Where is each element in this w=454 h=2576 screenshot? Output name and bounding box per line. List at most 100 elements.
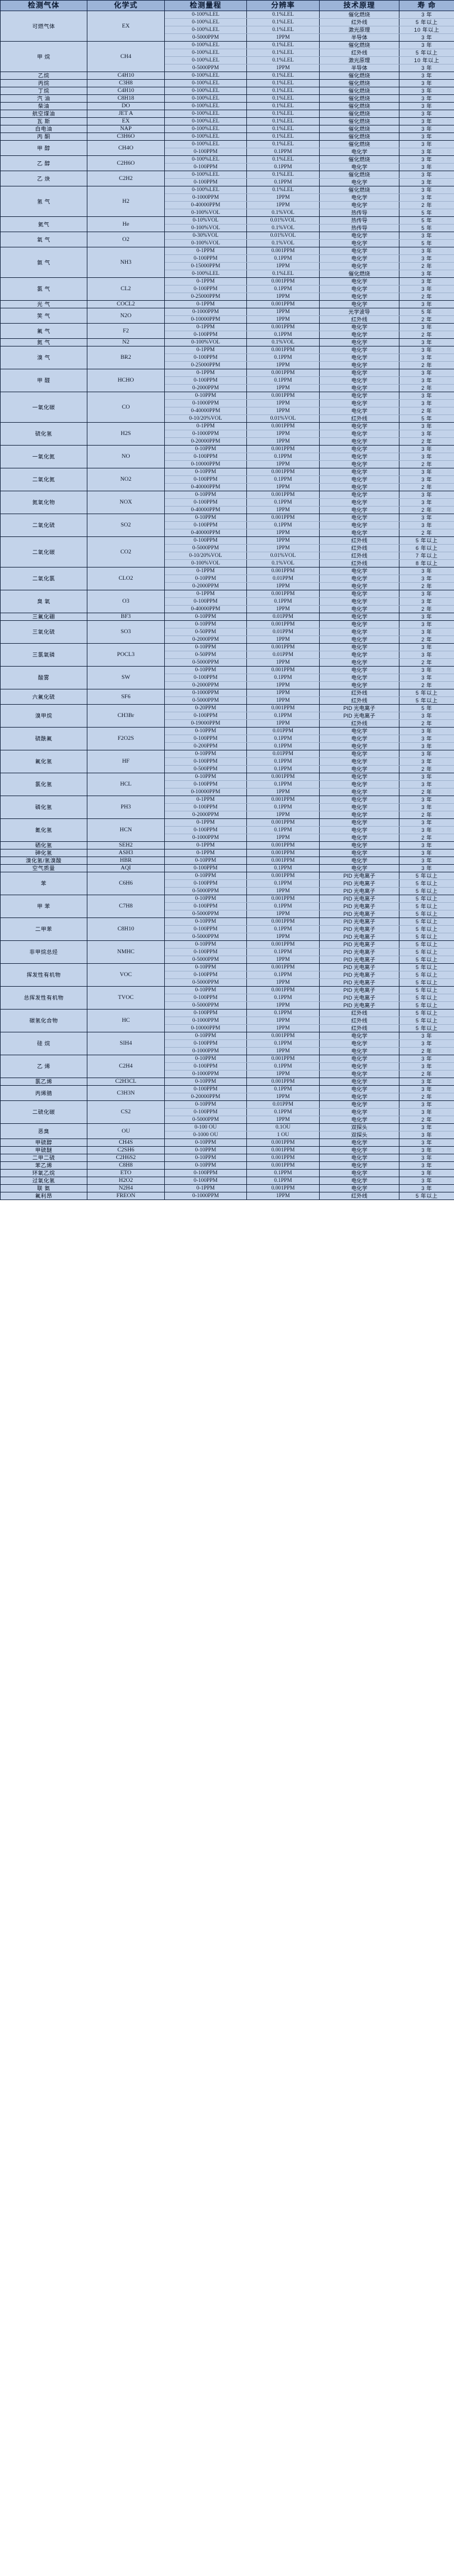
cell-technology: 电化学 — [319, 841, 399, 849]
cell-chemical-formula: C3H8 — [87, 79, 165, 87]
cell-resolution: 1PPM — [246, 407, 320, 415]
cell-lifespan: 3 年 — [399, 750, 454, 758]
cell-chemical-formula: He — [87, 216, 165, 232]
cell-resolution: 0.1%LEL — [246, 186, 320, 194]
cell-resolution: 1PPM — [246, 536, 320, 545]
cell-technology: 电化学 — [319, 285, 399, 293]
cell-detection-range: 0-1000PPM — [164, 1192, 247, 1200]
cell-technology: 电化学 — [319, 521, 399, 529]
table-row: 乙烷 C4H10 0-100%LEL 0.1%LEL 催化燃烧 3 年 — [0, 72, 454, 80]
cell-detection-range: 0-2000PPM — [164, 582, 247, 590]
cell-gas-name: 汽 油 — [0, 94, 87, 103]
cell-gas-name: 丙烯腈 — [0, 1085, 87, 1101]
table-row: 甲 醇 CH4O 0-100%LEL 0.1%LEL 催化燃烧 3 年 — [0, 140, 454, 156]
cell-lifespan: 3 年 — [399, 247, 454, 255]
cell-detection-range: 0-5000PPM — [164, 64, 247, 72]
cell-chemical-formula: HCHO — [87, 369, 165, 392]
cell-gas-name: 二甲二硫 — [0, 1154, 87, 1162]
cell-technology: PID 光电离子 — [319, 1001, 399, 1010]
cell-lifespan: 3 年 — [399, 643, 454, 651]
cell-chemical-formula: H2S — [87, 422, 165, 446]
cell-resolution: 0.1PPM — [246, 376, 320, 385]
cell-technology: 电化学 — [319, 811, 399, 819]
cell-chemical-formula: CH3Br — [87, 704, 165, 728]
cell-gas-name: 甲 烷 — [0, 41, 87, 72]
table-row: 氢 气 H2 0-100%LEL 0.1%LEL 催化燃烧 3 年 — [0, 186, 454, 217]
cell-lifespan: 3 年 — [399, 1161, 454, 1170]
cell-resolution: 0.001PPM — [246, 1154, 320, 1162]
cell-technology: 电化学 — [319, 338, 399, 346]
table-row: 氦气 He 0-10%VOL 0.01%VOL 热传导 5 年 — [0, 216, 454, 232]
cell-resolution: 1PPM — [246, 658, 320, 667]
cell-resolution: 0.001PPM — [246, 323, 320, 331]
cell-technology: 电化学 — [319, 1169, 399, 1177]
cell-resolution: 0.001PPM — [246, 1078, 320, 1086]
cell-detection-range: 0-100PPM — [164, 1085, 247, 1093]
cell-lifespan: 3 年 — [399, 132, 454, 141]
cell-resolution: 0.1PPM — [246, 803, 320, 811]
table-row: 0-5000PPM 1PPM 半导体 3 年 — [1, 64, 454, 72]
cell-lifespan: 3 年 — [399, 613, 454, 621]
cell-lifespan: 3 年 — [399, 1177, 454, 1185]
cell-lifespan: 3 年 — [399, 1108, 454, 1116]
table-row: 0-5000PPM 1PPM 红外线 6 年以上 — [1, 544, 454, 552]
cell-detection-range: 0-100%LEL — [164, 155, 247, 164]
cell-detection-range: 0-1000PPM — [164, 1017, 247, 1025]
table-row: 氯化氢 HCL 0-10PPM 0.001PPM 电化学 3 年 — [0, 773, 454, 796]
cell-detection-range: 0-100PPM — [164, 1062, 247, 1070]
cell-gas-name: 碳氢化合物 — [0, 1009, 87, 1032]
cell-gas-name: 硒化氢 — [0, 841, 87, 849]
cell-technology: 电化学 — [319, 1032, 399, 1040]
cell-technology: 电化学 — [319, 392, 399, 400]
column-header-tech: 技术原理 — [319, 0, 399, 11]
cell-lifespan: 5 年以上 — [399, 895, 454, 903]
cell-detection-range: 0-10000PPM — [164, 788, 247, 796]
table-row: 0-1000PPM 1PPM 电化学 3 年 — [1, 430, 454, 438]
table-row: 0-2000PPM 1PPM 电化学 2 年 — [1, 582, 454, 590]
cell-resolution: 1PPM — [246, 582, 320, 590]
cell-chemical-formula: N2O — [87, 308, 165, 324]
cell-chemical-formula: C2SH6 — [87, 1146, 165, 1154]
cell-resolution: 1PPM — [246, 430, 320, 438]
cell-lifespan: 3 年 — [399, 453, 454, 461]
cell-detection-range: 0-10000PPM — [164, 460, 247, 468]
cell-detection-range: 0-10PPM — [164, 1139, 247, 1147]
cell-resolution: 0.01PPM — [246, 727, 320, 735]
cell-detection-range: 0-100%LEL — [164, 72, 247, 80]
cell-technology: 电化学 — [319, 277, 399, 286]
cell-detection-range: 0-10PPM — [164, 940, 247, 949]
cell-lifespan: 3 年 — [399, 79, 454, 87]
table-row: 0-5000PPM 1PPM PID 光电离子 5 年以上 — [1, 887, 454, 895]
cell-technology: 红外线 — [319, 315, 399, 324]
table-row: 二氧化硫 SO2 0-10PPM 0.001PPM 电化学 3 年 — [0, 514, 454, 537]
table-row: 空气质量 AQI 0-100PPM 0.1PPM 电化学 3 年 — [0, 864, 454, 872]
cell-detection-range: 0-10000PPM — [164, 1024, 247, 1032]
cell-chemical-formula: CH4O — [87, 140, 165, 156]
cell-technology: 电化学 — [319, 422, 399, 430]
cell-gas-name: 氟 气 — [0, 323, 87, 339]
cell-technology: 电化学 — [319, 773, 399, 781]
cell-resolution: 0.1PPM — [246, 521, 320, 529]
cell-gas-name: 乙 炔 — [0, 171, 87, 186]
cell-detection-range: 0-5000PPM — [164, 696, 247, 705]
cell-detection-range: 0-20000PPM — [164, 1093, 247, 1101]
cell-lifespan: 3 年 — [399, 163, 454, 171]
cell-resolution: 0.001PPM — [246, 369, 320, 377]
cell-chemical-formula: CS2 — [87, 1100, 165, 1124]
cell-detection-range: 0-1PPM — [164, 277, 247, 286]
cell-chemical-formula: NMHC — [87, 940, 165, 964]
cell-lifespan: 3 年 — [399, 399, 454, 407]
cell-resolution: 0.1PPM — [246, 742, 320, 750]
cell-detection-range: 0-10PPM — [164, 895, 247, 903]
cell-technology: 电化学 — [319, 163, 399, 171]
column-header-gas: 检测气体 — [0, 0, 87, 11]
cell-resolution: 0.1%LEL — [246, 49, 320, 57]
cell-technology: 电化学 — [319, 681, 399, 689]
cell-gas-name: 乙烷 — [0, 72, 87, 80]
cell-gas-name: 丁烷 — [0, 87, 87, 95]
cell-lifespan: 2 年 — [399, 293, 454, 301]
cell-resolution: 0.001PPM — [246, 468, 320, 476]
cell-lifespan: 5 年以上 — [399, 18, 454, 26]
cell-technology: 电化学 — [319, 254, 399, 263]
cell-resolution: 0.1%VOL — [246, 224, 320, 232]
